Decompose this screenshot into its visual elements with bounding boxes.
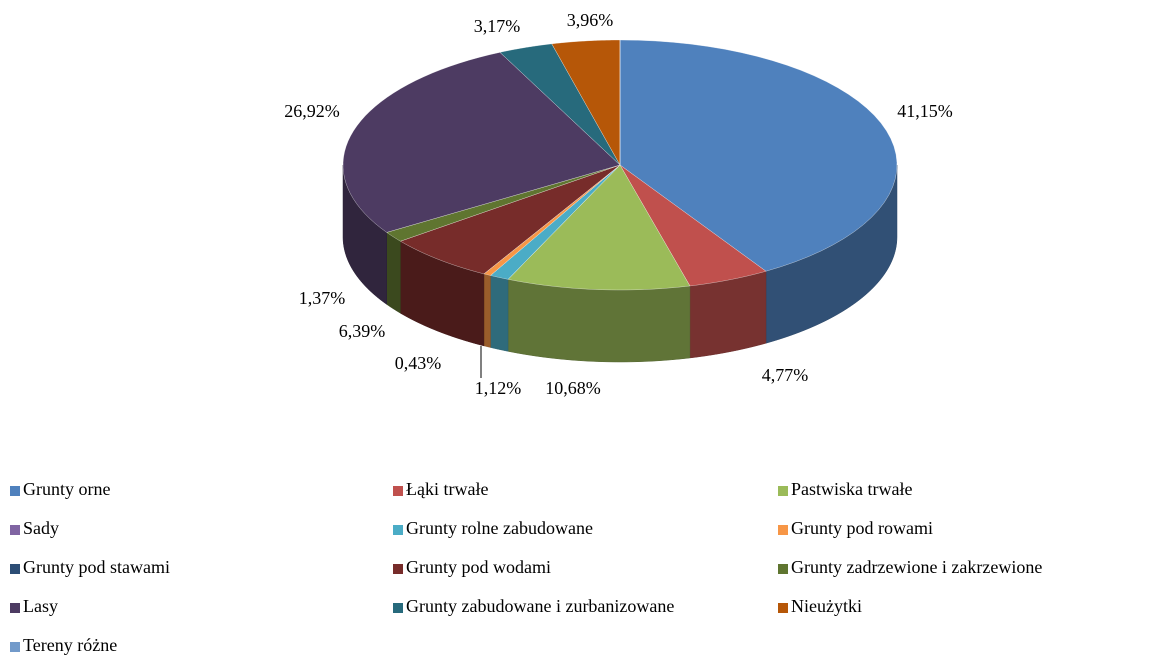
- pie-slice: [619, 164, 767, 287]
- legend-swatch: [778, 486, 788, 496]
- data-label: 6,39%: [339, 321, 386, 341]
- legend-swatch: [393, 486, 403, 496]
- legend-swatch: [10, 525, 20, 535]
- legend-swatch: [10, 486, 20, 496]
- data-label: 41,15%: [897, 101, 953, 121]
- legend-label: Lasy: [23, 596, 58, 616]
- legend-swatch: [393, 603, 403, 613]
- legend-label: Grunty orne: [23, 479, 110, 499]
- legend-label: Grunty pod rowami: [791, 518, 933, 538]
- legend-label: Sady: [23, 518, 59, 538]
- legend-label: Grunty pod stawami: [23, 557, 170, 577]
- data-label: 26,92%: [284, 101, 340, 121]
- legend-label: Grunty pod wodami: [406, 557, 551, 577]
- pie-slice: [499, 43, 621, 166]
- data-label: 3,17%: [474, 16, 521, 36]
- legend-swatch: [10, 642, 20, 652]
- legend-swatch: [393, 564, 403, 574]
- pie-slice: [400, 164, 621, 275]
- pie-slice: [619, 39, 898, 272]
- legend-swatch: [10, 564, 20, 574]
- legend-swatch: [778, 564, 788, 574]
- pie-slice: [386, 164, 621, 242]
- data-label: 4,77%: [762, 365, 809, 385]
- pie-slice: [490, 164, 621, 280]
- legend-label: Łąki trwałe: [406, 479, 488, 499]
- data-label: 1,12%: [475, 378, 522, 398]
- legend-swatch: [393, 525, 403, 535]
- pie-slice: [483, 164, 621, 276]
- legend-label: Nieużytki: [791, 596, 862, 616]
- legend-label: Grunty rolne zabudowane: [406, 518, 593, 538]
- legend-swatch: [778, 603, 788, 613]
- pie-side: [386, 231, 401, 314]
- pie-slice: [342, 52, 621, 233]
- data-label: 1,37%: [299, 288, 346, 308]
- legend-label: Pastwiska trwałe: [791, 479, 912, 499]
- data-label: 0,43%: [395, 353, 442, 373]
- legend-label: Grunty zadrzewione i zakrzewione: [791, 557, 1042, 577]
- pie-side: [490, 275, 509, 352]
- legend-label: Tereny różne: [23, 635, 117, 655]
- pie-slice: [507, 164, 691, 291]
- pie-slice: [551, 39, 621, 166]
- legend-swatch: [778, 525, 788, 535]
- pie-side: [483, 273, 491, 348]
- legend-swatch: [10, 603, 20, 613]
- legend-label: Grunty zabudowane i zurbanizowane: [406, 596, 674, 616]
- pie-side: [507, 279, 691, 363]
- data-label: 3,96%: [567, 10, 614, 30]
- data-label: 10,68%: [545, 378, 601, 398]
